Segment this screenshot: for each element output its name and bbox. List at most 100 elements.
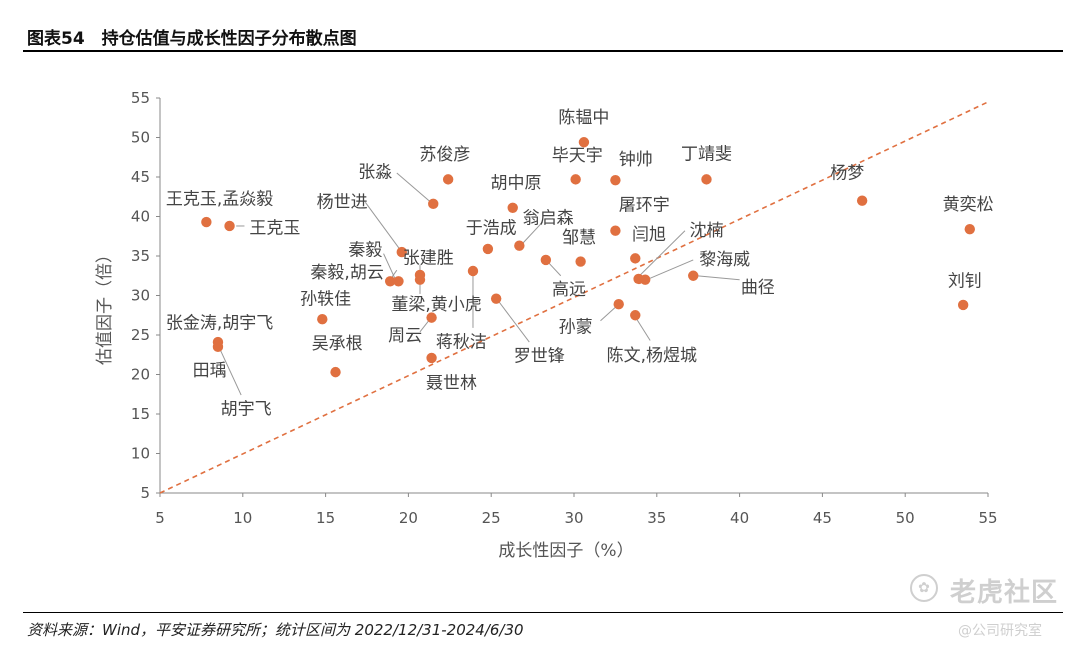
scatter-point: [490, 293, 502, 304]
watermark-sub: @公司研究室: [958, 623, 1042, 639]
y-tick-label: 35: [131, 247, 150, 265]
leader-line: [634, 316, 651, 341]
scatter-point: [393, 276, 404, 287]
y-tick-label: 25: [131, 326, 150, 344]
point-label: 聂世林: [426, 373, 477, 393]
scatter-point: [426, 312, 437, 323]
point-label: 董梁,黄小虎: [391, 295, 481, 315]
x-tick-label: 35: [647, 509, 666, 527]
scatter-point: [630, 310, 641, 321]
scatter-point: [856, 195, 868, 206]
point-label: 陈文,杨煜城: [607, 346, 697, 366]
leader-line: [639, 230, 686, 276]
scatter-point: [428, 198, 439, 210]
point-label: 黎海威: [699, 250, 750, 270]
data-points: [201, 137, 975, 378]
paw-icon: ✿: [910, 574, 938, 602]
scatter-point: [575, 256, 586, 267]
scatter-point: [201, 216, 212, 228]
y-tick-label: 30: [131, 287, 150, 305]
point-label: 闫旭: [632, 225, 666, 245]
point-label: 沈楠: [689, 221, 723, 241]
watermark-text: 老虎社区: [950, 578, 1059, 608]
point-label: 罗世锋: [514, 347, 565, 367]
scatter-point: [610, 225, 621, 236]
x-tick-label: 55: [978, 509, 997, 527]
scatter-point: [701, 174, 712, 185]
x-tick-label: 10: [233, 509, 252, 527]
point-label: 杨世进: [317, 192, 368, 212]
scatter-point: [426, 352, 437, 364]
chart-footer: 资料来源：Wind，平安证券研究所；统计区间为 2022/12/31-2024/…: [23, 612, 1063, 641]
scatter-point: [330, 366, 341, 378]
y-tick-label: 45: [131, 168, 150, 186]
scatter-point: [224, 220, 235, 232]
point-label: 蒋秋洁: [436, 332, 487, 352]
y-tick-label: 5: [140, 484, 150, 502]
point-label: 邹慧: [562, 228, 596, 248]
scatter-point: [578, 137, 590, 148]
scatter-point: [957, 299, 969, 311]
scatter-point: [482, 243, 494, 255]
leader-line: [696, 275, 740, 281]
leader-line: [396, 172, 431, 202]
leader-line: [219, 348, 242, 396]
x-axis-title: 成长性因子（%）: [498, 541, 633, 561]
point-label: 曲径: [741, 278, 775, 298]
point-label: 陈韫中: [558, 108, 609, 128]
x-tick-label: 30: [564, 509, 583, 527]
point-label: 刘钊: [948, 271, 982, 291]
y-tick-label: 50: [131, 129, 150, 147]
scatter-point: [688, 270, 699, 281]
point-label: 翁启森: [523, 208, 574, 228]
scatter-point: [317, 314, 328, 325]
scatter-point: [630, 253, 641, 264]
scatter-point: [396, 246, 407, 258]
leader-line: [497, 299, 530, 343]
x-tick-label: 50: [896, 509, 915, 527]
leader-line: [364, 201, 401, 250]
point-label: 黄奕松: [943, 195, 994, 215]
scatter-point: [540, 254, 552, 266]
point-label: 高远: [552, 280, 586, 300]
x-tick-label: 15: [316, 509, 335, 527]
x-tick-label: 5: [155, 509, 165, 527]
point-label: 丁靖斐: [681, 144, 732, 164]
x-tick-label: 25: [482, 509, 501, 527]
scatter-point: [514, 240, 525, 251]
point-label: 杨梦: [830, 163, 864, 183]
point-label: 吴承根: [312, 334, 363, 354]
point-label: 屠环宇: [619, 196, 670, 216]
y-tick-label: 20: [131, 366, 150, 384]
y-tick-label: 40: [131, 208, 150, 226]
scatter-point: [384, 276, 396, 287]
scatter-point: [610, 174, 621, 186]
point-label: 张金涛,胡宇飞: [166, 313, 273, 333]
scatter-point: [442, 174, 454, 185]
chart-axes: 5 10 15 20 25 30 35 40 45 50 555101520253035404550…: [95, 89, 998, 561]
point-label: 王克玉: [249, 219, 300, 239]
leader-line: [600, 305, 618, 322]
point-label: 王克玉,孟焱毅: [166, 189, 273, 209]
scatter-point: [212, 341, 224, 353]
point-label: 苏俊彦: [419, 145, 470, 165]
point-label: 于浩成: [466, 219, 517, 239]
point-label: 孙轶佳: [300, 290, 351, 310]
source-note: 资料来源：Wind，平安证券研究所；统计区间为 2022/12/31-2024/…: [27, 621, 524, 639]
scatter-point: [570, 174, 581, 185]
scatter-point: [640, 274, 651, 285]
y-tick-label: 15: [131, 405, 150, 423]
scatter-point: [414, 274, 426, 285]
scatter-point: [613, 298, 624, 310]
point-label: 毕天宇: [552, 146, 603, 166]
watermark: ✿ 老虎社区: [910, 572, 1070, 612]
scatter-point: [964, 223, 975, 235]
point-label: 张建胜: [403, 249, 454, 269]
point-label: 钟帅: [619, 150, 653, 170]
leader-line: [648, 259, 694, 280]
chart-title: 图表54 持仓估值与成长性因子分布散点图: [27, 29, 357, 49]
x-tick-label: 20: [399, 509, 418, 527]
chart-header: 图表54 持仓估值与成长性因子分布散点图: [23, 22, 1063, 52]
